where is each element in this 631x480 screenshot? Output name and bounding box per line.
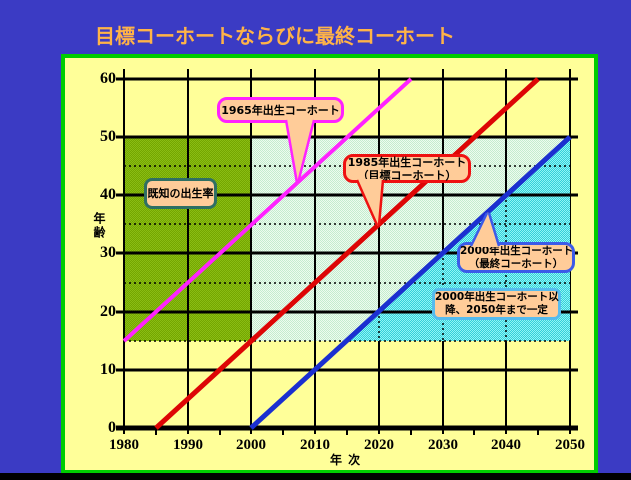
x-axis-title: 年 次 xyxy=(330,453,362,467)
x-minor-ticks xyxy=(155,428,539,435)
callout-cohort-1985-line1: 1985年出生コーホート xyxy=(347,155,467,169)
x-tick-2020: 2020 xyxy=(364,437,394,453)
callout-cohort-1965: 1965年出生コーホート xyxy=(217,97,344,123)
page-title: 目標コーホートならびに最終コーホート xyxy=(95,24,455,48)
x-tick-1990: 1990 xyxy=(173,437,203,453)
callout-cohort-1985: 1985年出生コーホート （目標コーホート） xyxy=(343,154,471,183)
callout-cohort-1985-line2: （目標コーホート） xyxy=(357,168,457,182)
cohort-line-2000 xyxy=(249,135,572,430)
cohort-line-1985 xyxy=(154,77,540,430)
callout-cohort-2000: 2000年出生コーホート （最終コーホート） xyxy=(457,242,575,273)
y-tick-20: 20 xyxy=(100,303,116,320)
y-tick-10: 10 xyxy=(100,361,116,378)
bottom-bar xyxy=(0,473,631,480)
label-known-birthrate-text: 既知の出生率 xyxy=(147,187,214,200)
cohort-line-1965 xyxy=(122,77,413,343)
y-tick-0: 0 xyxy=(108,419,116,436)
x-tick-2040: 2040 xyxy=(491,437,521,453)
x-tick-2030: 2030 xyxy=(428,437,458,453)
x-tick-2010: 2010 xyxy=(300,437,330,453)
y-tick-30: 30 xyxy=(100,244,116,261)
callout-constant-after-2000: 2000年出生コーホート以 降、2050年まで一定 xyxy=(432,288,561,320)
y-tick-50: 50 xyxy=(100,128,116,145)
x-tick-2000: 2000 xyxy=(236,437,266,453)
y-tick-40: 40 xyxy=(100,186,116,203)
y-tick-60: 60 xyxy=(100,70,116,87)
callout-cohort-1965-text: 1965年出生コーホート xyxy=(221,103,340,117)
callout-cohort-2000-line2: （最終コーホート） xyxy=(468,257,564,270)
callout-cohort-2000-line1: 2000年出生コーホート xyxy=(460,244,574,257)
callout-constant-line1: 2000年出生コーホート以 xyxy=(435,291,559,303)
callout-constant-line2: 降、2050年まで一定 xyxy=(445,304,548,316)
y-axis-title: 年齢 xyxy=(92,212,106,240)
x-tick-1980: 1980 xyxy=(109,437,139,453)
x-tick-2050: 2050 xyxy=(555,437,585,453)
label-known-birthrate: 既知の出生率 xyxy=(144,178,217,209)
